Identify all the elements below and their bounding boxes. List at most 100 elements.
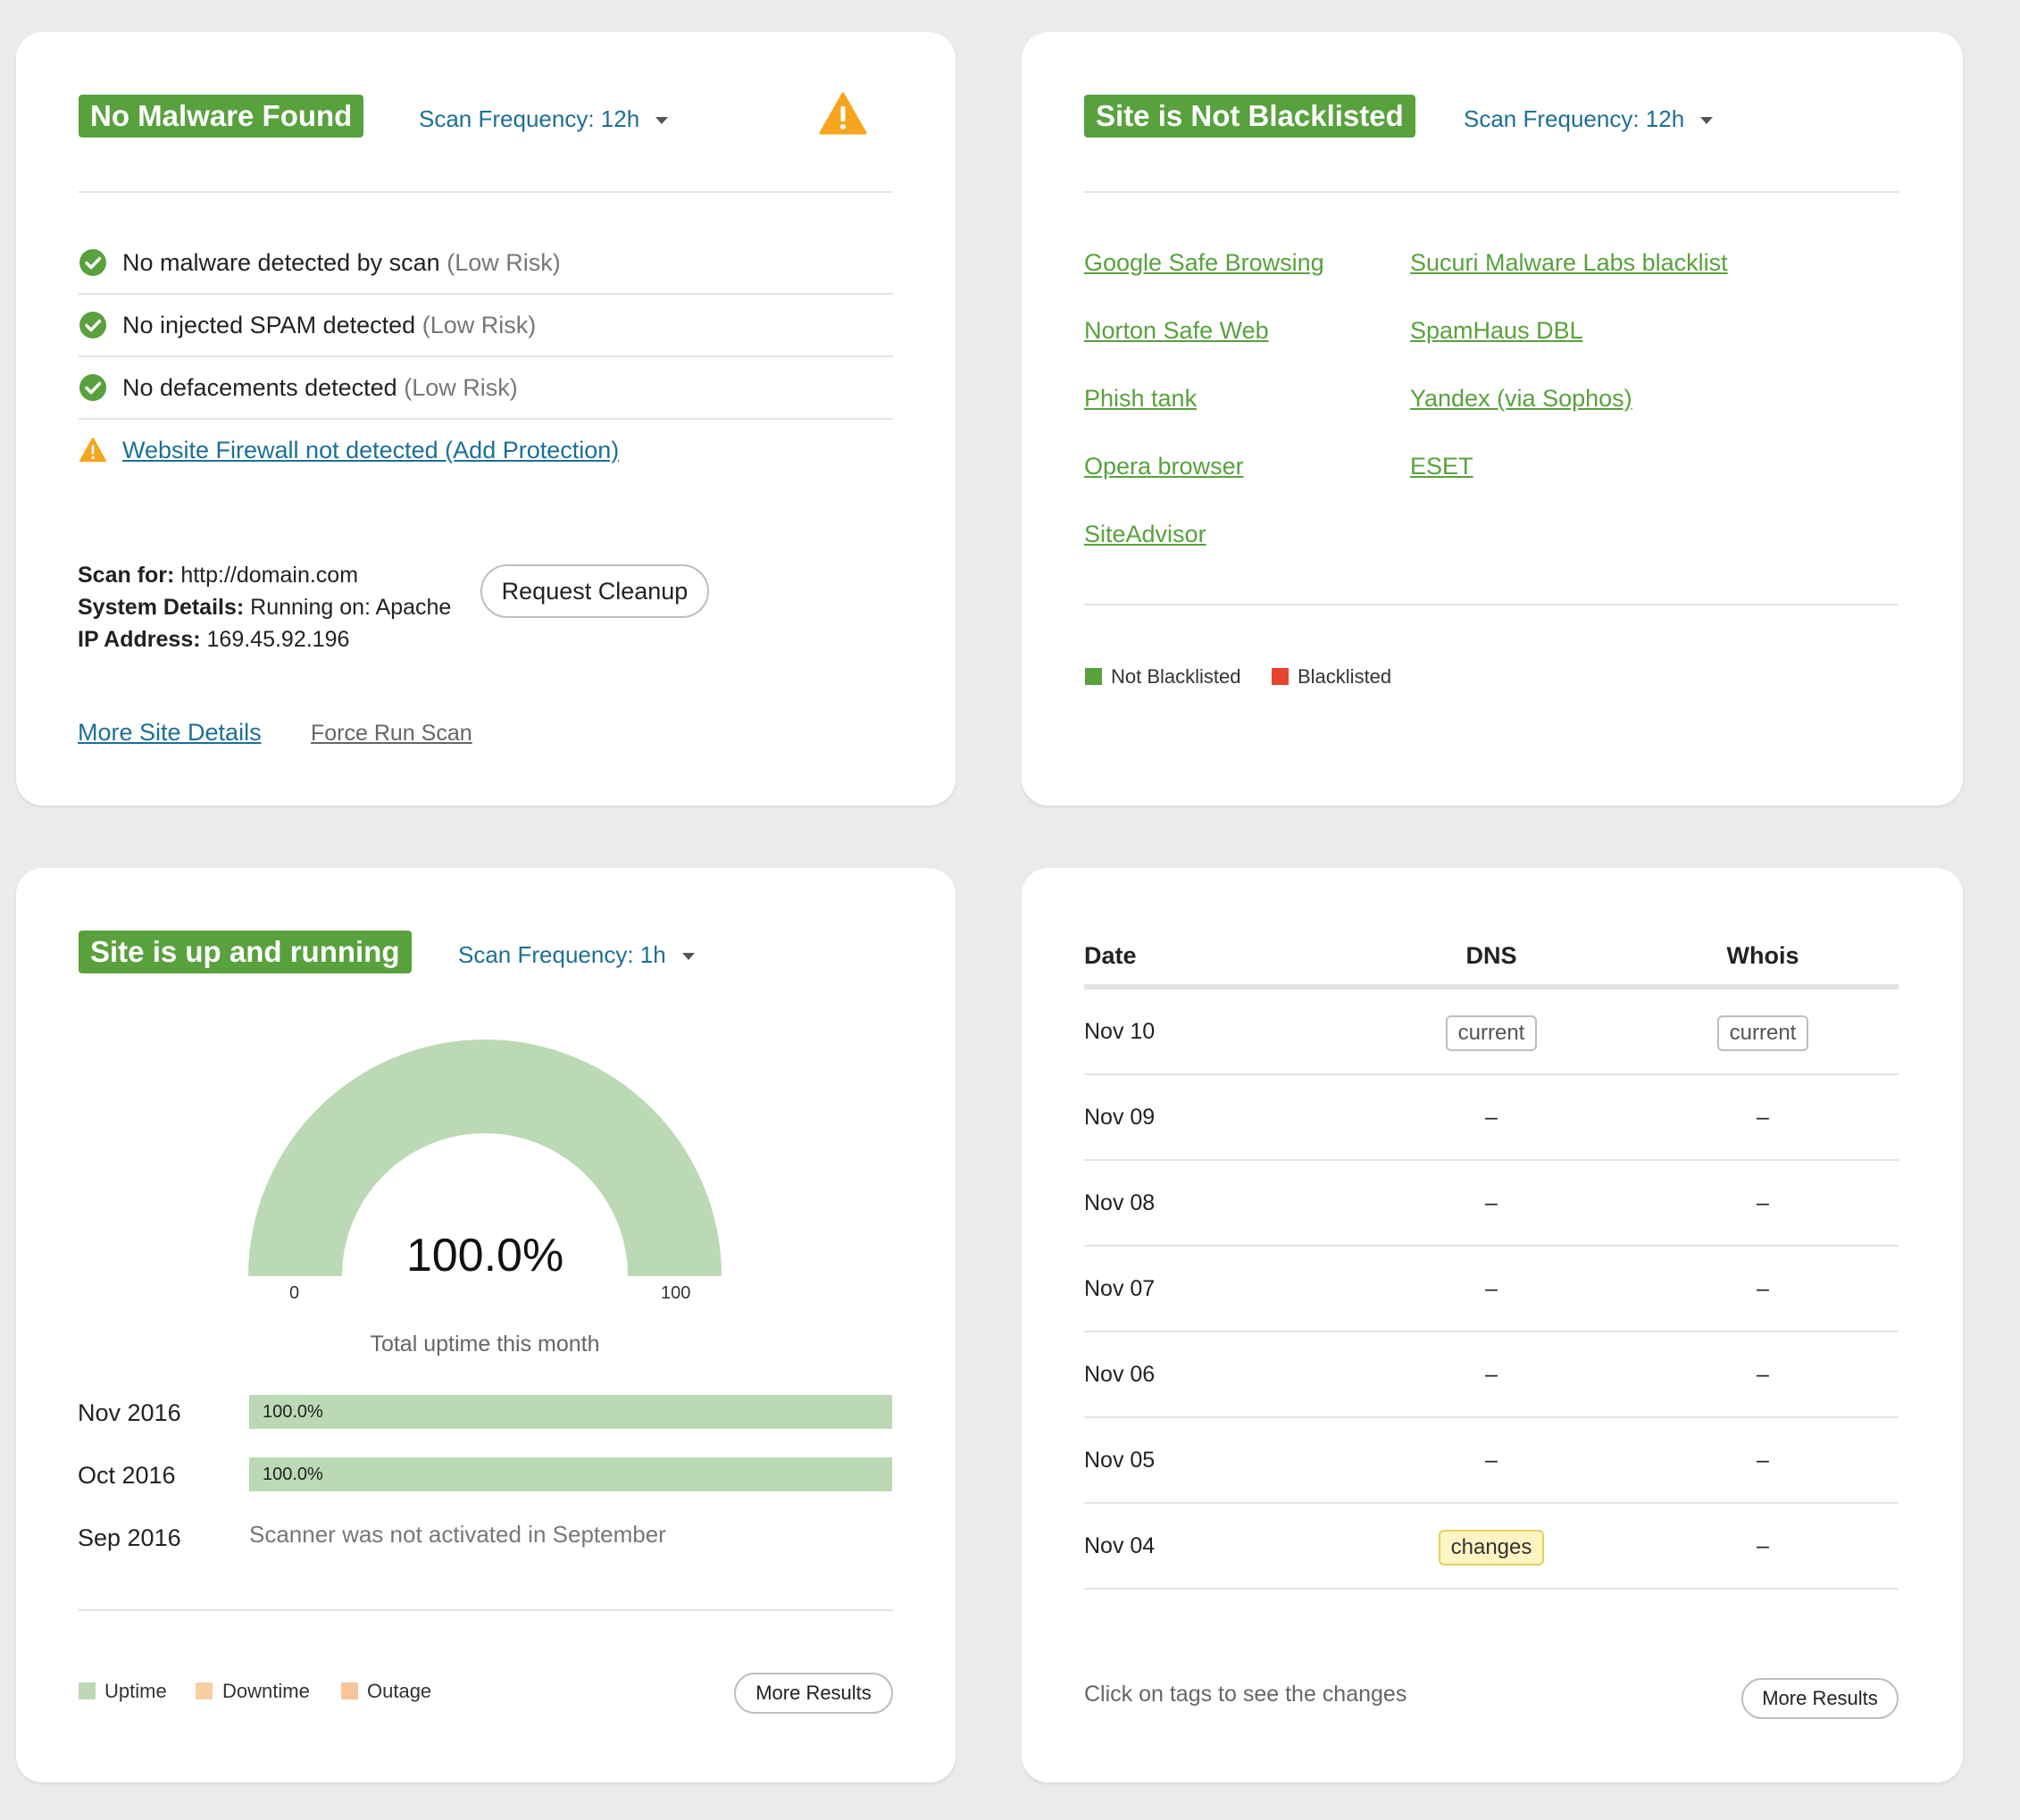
system-details-value: Running on: Apache — [250, 595, 452, 620]
check-text: No defacements detected — [122, 374, 397, 401]
ip-address-value: 169.45.92.196 — [206, 627, 350, 652]
force-run-scan-link[interactable]: Force Run Scan — [311, 721, 472, 746]
legend-not-blacklisted: Not Blacklisted — [1111, 665, 1241, 688]
warning-icon — [819, 92, 867, 135]
row-date: Nov 04 — [1084, 1533, 1156, 1558]
more-results-button[interactable]: More Results — [734, 1673, 893, 1714]
caret-down-icon — [655, 117, 669, 125]
table-row: Nov 10 current current — [1084, 989, 1899, 1075]
scanner-inactive-note: Scanner was not activated in September — [249, 1521, 666, 1548]
scan-frequency-dropdown[interactable]: Scan Frequency: 1h — [458, 939, 695, 971]
divider — [1084, 604, 1899, 605]
scan-frequency-label: Scan Frequency: 12h — [1464, 105, 1685, 132]
risk-label: (Low Risk) — [422, 312, 537, 338]
header-divider — [1084, 984, 1899, 989]
add-firewall-protection-link[interactable]: Website Firewall not detected (Add Prote… — [122, 437, 620, 463]
divider — [79, 1609, 893, 1611]
table-row: Nov 08 – – — [1084, 1161, 1899, 1247]
gauge-min-label: 0 — [289, 1283, 300, 1303]
dns-changes-tag[interactable]: changes — [1438, 1530, 1545, 1565]
month-label: Oct 2016 — [78, 1462, 176, 1489]
row-date: Nov 08 — [1084, 1190, 1156, 1215]
scan-for-value: http://domain.com — [180, 563, 359, 588]
blacklist-sucuri-malware-labs[interactable]: Sucuri Malware Labs blacklist — [1410, 249, 1728, 276]
row-date: Nov 06 — [1084, 1362, 1156, 1387]
risk-label: (Low Risk) — [404, 374, 518, 401]
blacklist-yandex[interactable]: Yandex (via Sophos) — [1410, 385, 1632, 412]
uptime-bar-oct: 100.0% — [249, 1457, 892, 1491]
scan-frequency-dropdown[interactable]: Scan Frequency: 12h — [1464, 103, 1714, 135]
whois-cell: – — [1757, 1276, 1769, 1301]
scan-frequency-dropdown[interactable]: Scan Frequency: 12h — [419, 103, 669, 135]
check-text: No injected SPAM detected — [122, 312, 416, 338]
tags-hint: Click on tags to see the changes — [1084, 1682, 1407, 1707]
gauge-caption: Total uptime this month — [370, 1332, 600, 1357]
more-results-button[interactable]: More Results — [1741, 1678, 1899, 1719]
check-row-firewall: Website Firewall not detected (Add Prote… — [79, 420, 893, 482]
malware-status-badge: No Malware Found — [79, 95, 364, 138]
column-header-whois: Whois — [1726, 942, 1799, 969]
whois-cell: – — [1757, 1448, 1769, 1473]
blacklist-google-safe-browsing[interactable]: Google Safe Browsing — [1084, 249, 1324, 276]
bar-value: 100.0% — [263, 1402, 323, 1422]
row-date: Nov 07 — [1084, 1276, 1156, 1301]
whois-cell: – — [1757, 1105, 1769, 1130]
table-row: Nov 04 changes – — [1084, 1504, 1899, 1590]
uptime-card: Site is up and running Scan Frequency: 1… — [16, 868, 956, 1782]
dns-cell: – — [1485, 1190, 1498, 1215]
blacklist-card: Site is Not Blacklisted Scan Frequency: … — [1022, 32, 1963, 806]
month-label: Nov 2016 — [78, 1399, 181, 1426]
divider — [1084, 191, 1899, 193]
whois-cell: – — [1757, 1533, 1769, 1558]
check-row-malware: No malware detected by scan (Low Risk) — [79, 232, 893, 295]
gauge-arc — [248, 1039, 722, 1276]
blacklist-phish-tank[interactable]: Phish tank — [1084, 385, 1198, 412]
column-header-dns: DNS — [1465, 942, 1517, 969]
uptime-status-badge: Site is up and running — [79, 931, 412, 973]
row-date: Nov 09 — [1084, 1105, 1156, 1130]
bar-value: 100.0% — [263, 1465, 323, 1484]
table-row: Nov 09 – – — [1084, 1075, 1899, 1161]
scan-for-detail: Scan for: http://domain.com — [78, 559, 358, 591]
dns-current-tag[interactable]: current — [1445, 1015, 1538, 1051]
legend-swatch-not-blacklisted — [1085, 668, 1102, 685]
whois-current-tag[interactable]: current — [1716, 1015, 1809, 1051]
divider — [79, 191, 893, 193]
scan-frequency-label: Scan Frequency: 1h — [458, 941, 666, 968]
blacklist-spamhaus-dbl[interactable]: SpamHaus DBL — [1410, 317, 1583, 344]
table-row: Nov 06 – – — [1084, 1332, 1899, 1418]
risk-label: (Low Risk) — [447, 249, 561, 276]
uptime-gauge — [248, 1039, 722, 1276]
legend-swatch-outage — [341, 1682, 358, 1699]
blacklist-siteadvisor[interactable]: SiteAdvisor — [1084, 521, 1206, 547]
caret-down-icon — [681, 953, 695, 961]
legend-blacklisted: Blacklisted — [1298, 665, 1392, 688]
blacklist-norton-safe-web[interactable]: Norton Safe Web — [1084, 317, 1269, 344]
system-details: System Details: Running on: Apache — [78, 591, 451, 623]
check-circle-icon — [79, 374, 106, 401]
blacklist-eset[interactable]: ESET — [1410, 453, 1473, 480]
uptime-bar-nov: 100.0% — [249, 1395, 892, 1429]
more-site-details-link[interactable]: More Site Details — [78, 719, 262, 746]
check-row-defacement: No defacements detected (Low Risk) — [79, 357, 893, 420]
request-cleanup-button[interactable]: Request Cleanup — [480, 564, 709, 618]
table-row: Nov 05 – – — [1084, 1418, 1899, 1504]
check-circle-icon — [79, 249, 106, 276]
column-header-date: Date — [1084, 942, 1137, 969]
dns-cell: – — [1485, 1105, 1498, 1130]
row-date: Nov 10 — [1084, 1019, 1156, 1044]
dns-cell: – — [1485, 1448, 1498, 1473]
legend-swatch-uptime — [79, 1682, 96, 1699]
whois-cell: – — [1757, 1190, 1769, 1215]
warning-icon — [79, 437, 107, 463]
month-label: Sep 2016 — [78, 1524, 181, 1551]
dns-whois-card: Date DNS Whois Nov 10 current current No… — [1022, 868, 1963, 1782]
gauge-value: 100.0% — [405, 1230, 564, 1282]
check-text: No malware detected by scan — [122, 249, 440, 276]
check-circle-icon — [79, 312, 106, 338]
row-date: Nov 05 — [1084, 1448, 1156, 1473]
check-row-spam: No injected SPAM detected (Low Risk) — [79, 295, 893, 357]
blacklist-opera-browser[interactable]: Opera browser — [1084, 453, 1244, 480]
dns-cell: – — [1485, 1276, 1498, 1301]
blacklist-status-badge: Site is Not Blacklisted — [1084, 95, 1415, 138]
